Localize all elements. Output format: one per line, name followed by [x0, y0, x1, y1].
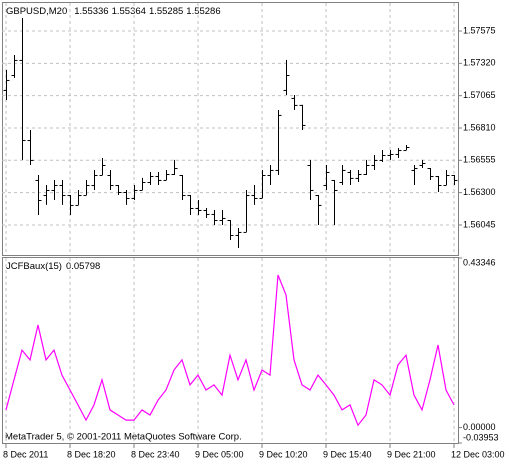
- last-high: 1.55364: [112, 6, 146, 17]
- indicator-line: [5, 274, 455, 427]
- y-tick-label: 1.56555: [463, 155, 496, 165]
- copyright: MetaTrader 5, © 2001-2011 MetaQuotes Sof…: [5, 432, 242, 443]
- x-tick-label: 12 Dec 03:00: [451, 449, 505, 459]
- y-tick-label: -0.03953: [463, 432, 499, 442]
- x-tick-label: 9 Dec 05:00: [195, 449, 244, 459]
- y-tick-label: 1.57065: [463, 90, 496, 100]
- y-tick-label: 1.56300: [463, 187, 496, 197]
- indicator-value: 0.05798: [66, 261, 100, 272]
- y-tick-label: 1.57320: [463, 58, 496, 68]
- indicator-title: JCFBaux(15): [6, 261, 62, 272]
- last-close: 1.55286: [186, 6, 220, 17]
- price-pane: [2, 2, 459, 256]
- indicator-header: JCFBaux(15) 0.05798: [6, 261, 100, 272]
- x-tick-label: 8 Dec 23:40: [131, 449, 180, 459]
- x-tick-label: 8 Dec 18:20: [67, 449, 116, 459]
- indicator-pane: [2, 257, 459, 444]
- x-tick-label: 9 Dec 10:20: [259, 449, 308, 459]
- last-low: 1.55285: [149, 6, 183, 17]
- price-header: GBPUSD,M20 1.55336 1.55364 1.55285 1.55286: [6, 6, 221, 17]
- y-tick-label: 1.56045: [463, 219, 496, 229]
- x-tick-label: 9 Dec 15:40: [323, 449, 372, 459]
- y-tick-label: 0.43346: [463, 257, 496, 267]
- last-open: 1.55336: [74, 6, 108, 17]
- x-tick-label: 8 Dec 2011: [3, 449, 48, 459]
- y-tick-label: 1.57575: [463, 25, 496, 35]
- y-tick-label: 0.00000: [463, 422, 496, 432]
- symbol-title: GBPUSD,M20: [6, 6, 67, 17]
- x-tick-label: 9 Dec 21:00: [387, 449, 436, 459]
- y-tick-label: 1.56810: [463, 122, 496, 132]
